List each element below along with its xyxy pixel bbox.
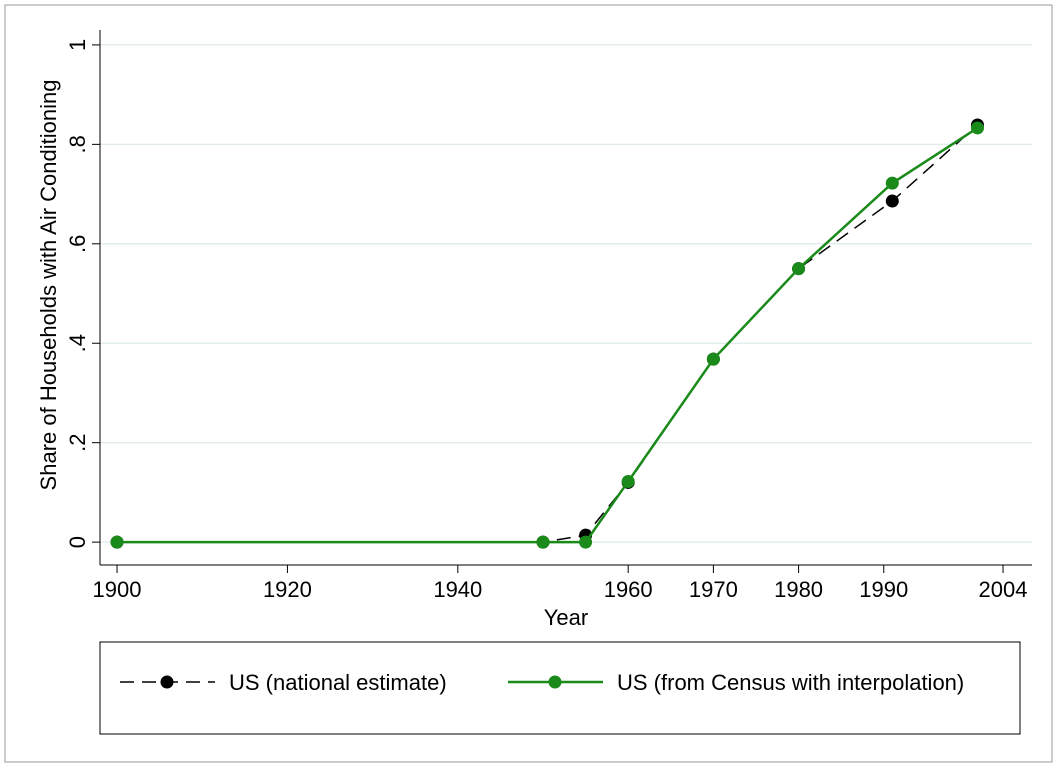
y-tick-label: .6	[65, 235, 90, 253]
x-tick-label: 1970	[689, 577, 738, 602]
y-tick-label: .2	[65, 434, 90, 452]
data-point	[970, 121, 984, 135]
legend-label: US (from Census with interpolation)	[617, 670, 964, 695]
legend-marker	[160, 675, 174, 689]
x-tick-label: 2004	[979, 577, 1028, 602]
legend-label: US (national estimate)	[229, 670, 447, 695]
y-axis-title: Share of Households with Air Conditionin…	[36, 80, 61, 491]
data-point	[885, 176, 899, 190]
legend-box	[99, 641, 1021, 735]
x-axis-title: Year	[544, 605, 588, 630]
y-tick-label: .8	[65, 135, 90, 153]
chart-frame	[4, 4, 1053, 763]
x-tick-label: 1980	[774, 577, 823, 602]
x-tick-label: 1900	[93, 577, 142, 602]
data-point	[706, 352, 720, 366]
series-line	[117, 124, 978, 543]
data-point	[885, 194, 899, 208]
x-tick-label: 1990	[859, 577, 908, 602]
data-point	[579, 535, 593, 549]
x-tick-label: 1940	[433, 577, 482, 602]
y-tick-label: 1	[65, 39, 90, 51]
x-tick-label: 1960	[604, 577, 653, 602]
legend-marker	[548, 675, 562, 689]
data-point	[536, 535, 550, 549]
series-line	[117, 126, 979, 544]
y-tick-label: 0	[65, 536, 90, 548]
y-tick-label: .4	[65, 334, 90, 352]
data-point	[621, 474, 635, 488]
x-tick-label: 1920	[263, 577, 312, 602]
data-point	[792, 262, 806, 276]
data-point	[110, 535, 124, 549]
